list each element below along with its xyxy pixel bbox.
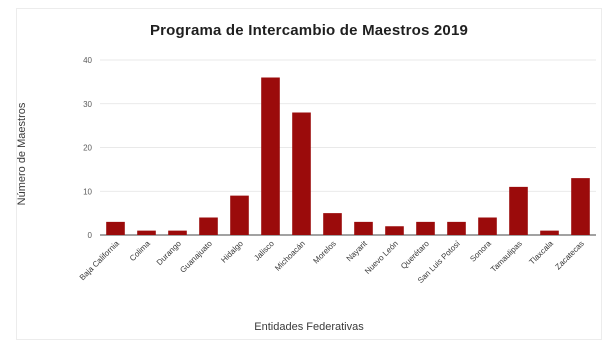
y-tick-label: 0 [88,231,93,240]
x-tick-label: Guanajuato [178,239,214,275]
bar [354,221,373,235]
bar [571,178,590,235]
bar [540,230,559,235]
x-tick-label: Zacatecas [553,239,585,271]
bar [199,217,218,235]
bar [106,221,125,235]
bar [323,213,342,235]
bar [137,230,156,235]
bar [416,221,435,235]
bar [230,195,249,235]
x-tick-label: Jalisco [252,239,276,263]
bar [292,112,311,235]
bar [509,186,528,235]
x-tick-label: Durango [155,239,183,267]
y-axis-label: Número de Maestros [16,102,28,206]
bar [168,230,187,235]
y-tick-label: 10 [83,187,92,196]
x-tick-label: Hidalgo [219,239,245,265]
x-tick-label: Tlaxcala [527,239,555,267]
bar [447,221,466,235]
x-tick-label: Sonora [468,239,493,264]
x-tick-label: Michoacán [273,239,307,273]
x-tick-label: Baja California [78,239,122,283]
bar [385,226,404,235]
y-tick-label: 30 [83,100,92,109]
x-tick-label: Colima [128,239,152,263]
bar [478,217,497,235]
x-tick-label: Querétaro [399,239,431,271]
x-tick-label: Nuevo León [363,239,400,276]
x-axis-label: Entidades Federativas [254,321,364,333]
x-tick-label: Tamaulipas [489,239,524,274]
chart-title: Programa de Intercambio de Maestros 2019 [149,22,469,39]
y-tick-label: 40 [83,56,92,65]
x-tick-label: Morelos [311,239,337,265]
y-tick-label: 20 [83,144,92,153]
bar [261,77,280,235]
x-tick-label: Nayarit [345,239,370,264]
